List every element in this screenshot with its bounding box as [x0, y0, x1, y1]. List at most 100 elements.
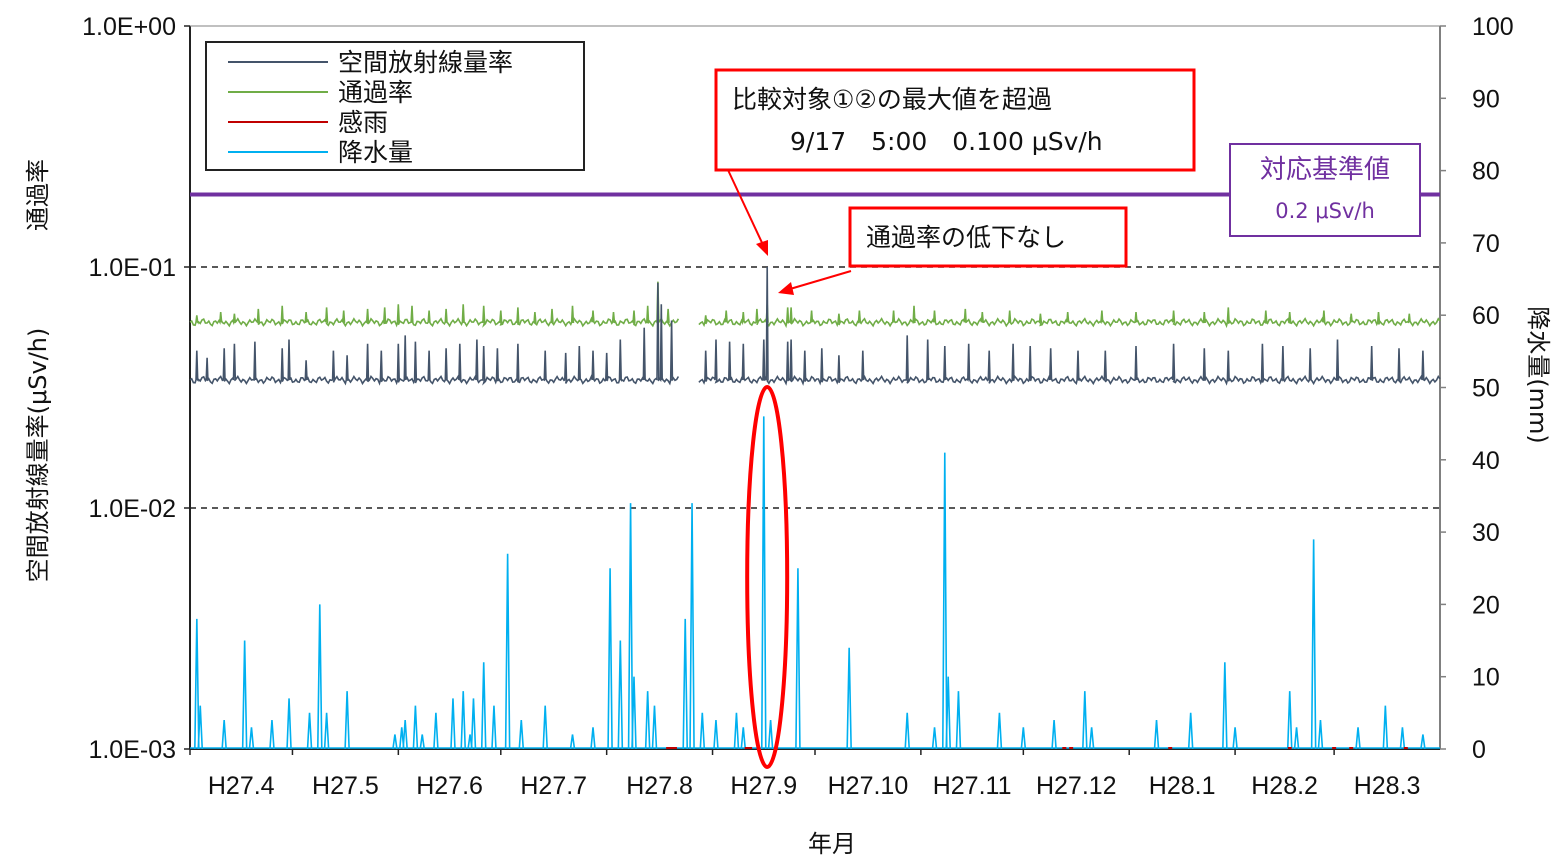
annotation-no-drop-arrowhead [778, 282, 794, 295]
right-tick-label: 70 [1472, 230, 1500, 258]
right-tick-label: 0 [1472, 736, 1486, 764]
right-tick-label: 40 [1472, 447, 1500, 475]
legend-label-dose: 空間放射線量率 [338, 48, 513, 77]
legend-label-rain: 感雨 [338, 108, 388, 137]
x-tick-label: H28.2 [1251, 772, 1318, 800]
precip-peak [941, 452, 948, 750]
annotation-max-arrowhead [756, 240, 768, 256]
precip-peak [617, 640, 624, 750]
x-tick-label: H27.8 [626, 772, 693, 800]
right-tick-label: 20 [1472, 591, 1500, 619]
highlight-ellipse [745, 385, 790, 769]
precip-peak [904, 712, 911, 750]
dose-rate-line [189, 282, 680, 386]
right-tick-label: 50 [1472, 375, 1500, 403]
precip-peak [1051, 720, 1057, 750]
right-axis-title: 降水量(mm) [1524, 306, 1552, 443]
precip-peak [269, 720, 275, 750]
x-tick-label: H27.10 [828, 772, 909, 800]
precip-peak [542, 705, 548, 750]
precip-peak [480, 662, 487, 750]
dashed-lines [190, 266, 1440, 509]
annotation-max-arrow [727, 169, 765, 248]
series-dose-rate [189, 266, 1441, 386]
precip-peak [221, 720, 227, 750]
left-axis-title: 空間放射線量率(μSv/h) [24, 328, 52, 583]
right-tick-label: 10 [1472, 664, 1500, 692]
reference-value-label: 0.2 μSv/h [1275, 199, 1375, 223]
legend: 空間放射線量率 通過率 感雨 降水量 [205, 41, 585, 171]
x-tick-label: H28.3 [1354, 772, 1421, 800]
x-tick-label: H28.1 [1149, 772, 1216, 800]
precip-peak [344, 691, 350, 750]
pass-rate-line [189, 281, 680, 328]
x-tick-label: H27.5 [312, 772, 379, 800]
reference-line-group: 対応基準値 0.2 μSv/h [190, 143, 1440, 237]
precip-peak [767, 720, 774, 750]
precip-peak [419, 734, 426, 750]
annotation-no-drop-arrow [789, 270, 852, 290]
precip-peak [846, 647, 852, 750]
precip-peak [241, 640, 248, 750]
precip-peak [733, 712, 740, 750]
precip-peak [1420, 734, 1426, 750]
annotation-no-drop-box [848, 206, 1128, 268]
precip-peak [306, 712, 313, 750]
precip-peak [713, 720, 719, 750]
precip-peak [1310, 539, 1317, 750]
precip-peak [286, 698, 292, 750]
precip-peak [760, 416, 767, 750]
precip-peak [945, 676, 951, 750]
precip-peak [504, 553, 511, 750]
annotation-max-box [714, 68, 1196, 172]
precip-peak [392, 734, 398, 750]
annotation-no-drop-text: 通過率の低下なし [866, 223, 1066, 252]
x-tick-label: H27.7 [520, 772, 587, 800]
annotation-max-exceeded: 比較対象①②の最大値を超過 9/17 5:00 0.100 μSv/h [714, 68, 1196, 256]
precip-peak [248, 727, 255, 750]
right-tick-label: 80 [1472, 158, 1500, 186]
left-axis-title-secondary: 通過率 [24, 159, 52, 231]
precip-peak [682, 618, 689, 750]
right-tick-label: 30 [1472, 519, 1500, 547]
precip-peak [1286, 691, 1293, 750]
x-tick-label: H27.12 [1036, 772, 1117, 800]
precip-peak [1082, 691, 1088, 750]
left-tick-label: 1.0E+00 [82, 13, 176, 41]
legend-label-precip: 降水量 [338, 138, 413, 167]
precip-peak [689, 503, 695, 750]
right-tick-label: 60 [1472, 302, 1500, 330]
precip-peak [1153, 720, 1160, 750]
precip-peak [491, 705, 497, 750]
left-tick-label: 1.0E-03 [88, 736, 176, 764]
precip-peak [740, 727, 747, 750]
precip-peak [412, 705, 419, 750]
precip-peak [569, 734, 576, 750]
legend-box [205, 41, 585, 171]
precip-peak [460, 691, 467, 750]
right-tick-label: 100 [1472, 13, 1514, 41]
precip-peak [651, 705, 658, 750]
precip-peak [1232, 727, 1238, 750]
series-precipitation [190, 416, 1440, 750]
left-tick-label: 1.0E-01 [88, 254, 176, 282]
precip-peak [607, 568, 613, 750]
annotation-max-line2: 9/17 5:00 0.100 μSv/h [790, 127, 1103, 156]
left-axis-ticks: 1.0E+00 1.0E-01 1.0E-02 1.0E-03 [82, 13, 190, 764]
legend-label-pass: 通過率 [338, 78, 413, 107]
precip-peak [931, 727, 938, 750]
reference-label-box [1229, 143, 1421, 237]
x-axis-title: 年月 [808, 830, 856, 858]
precip-peak [1187, 712, 1194, 750]
series-pass-rate [189, 281, 1441, 329]
precip-peak [1088, 727, 1095, 750]
precip-peak [1020, 727, 1027, 750]
dose-rate-line [698, 266, 1441, 386]
precip-peak [450, 698, 456, 750]
precip-peak [1399, 727, 1406, 750]
left-tick-label: 1.0E-02 [88, 495, 176, 523]
annotation-max-line1: 比較対象①②の最大値を超過 [732, 85, 1052, 114]
precip-peak [795, 568, 801, 750]
